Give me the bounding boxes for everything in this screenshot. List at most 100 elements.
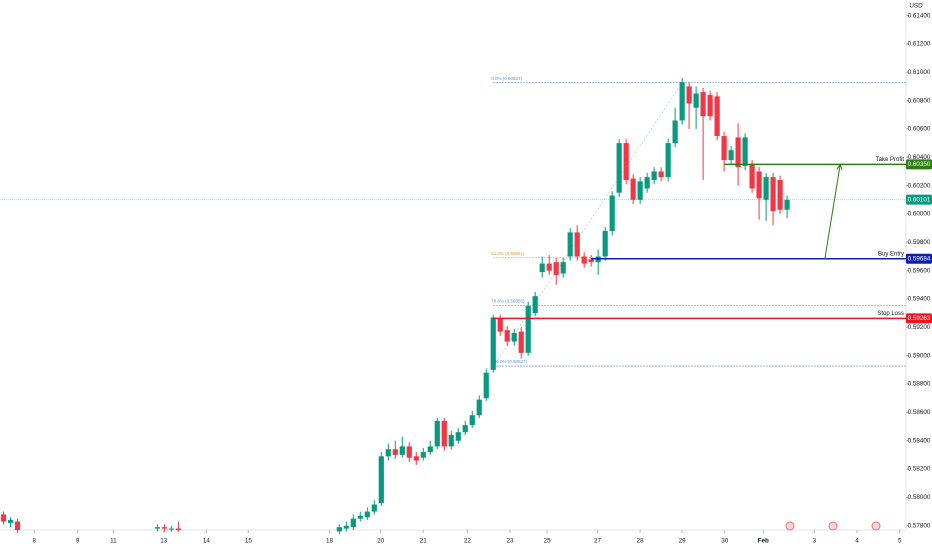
candle-body <box>385 449 391 457</box>
y-tick-label: 0.60400 <box>908 154 931 161</box>
current-price-tag <box>906 194 932 205</box>
candle-body <box>434 420 440 447</box>
y-tick-label: 0.58800 <box>908 381 931 388</box>
candle-body <box>154 527 161 529</box>
candle-body <box>343 525 349 529</box>
x-tick-label: 20 <box>377 538 385 545</box>
candle-body <box>14 521 21 530</box>
x-tick-label: 21 <box>420 538 428 545</box>
x-tick-label: 15 <box>245 538 253 545</box>
candle-body <box>553 262 559 275</box>
level-tag-label: 0.59684 <box>908 255 931 262</box>
trade-arrow-head <box>836 163 843 171</box>
candle-body <box>735 137 741 168</box>
candle-body <box>728 150 734 161</box>
candle-body <box>672 120 678 144</box>
event-icons <box>785 521 881 531</box>
candle-body <box>777 179 783 210</box>
level-tag <box>906 159 932 170</box>
candle-body <box>175 528 182 530</box>
candle-body <box>693 93 699 108</box>
candle-body <box>574 232 580 257</box>
candle-body <box>497 318 503 332</box>
candle-body <box>462 425 468 433</box>
candle-body <box>658 171 664 178</box>
candle-body <box>357 515 363 519</box>
candle-body <box>525 306 531 353</box>
fib-label: 78.6% (0.59355) <box>491 299 525 304</box>
level-name: Take Profit <box>876 157 905 163</box>
x-tick-label: 11 <box>110 538 117 545</box>
candle-body <box>378 456 384 504</box>
y-tick-label: 0.59000 <box>908 352 931 359</box>
candle-body <box>7 520 14 523</box>
candle-body <box>455 432 461 441</box>
y-tick-label: 0.59600 <box>908 267 931 274</box>
trade-arrow <box>824 164 841 259</box>
candle-body <box>413 456 419 461</box>
x-tick-label: 9 <box>76 538 80 545</box>
candle-body <box>392 449 398 455</box>
y-tick-label: 0.60600 <box>908 126 931 133</box>
candle-body <box>448 435 454 447</box>
candle-body <box>336 527 342 532</box>
x-tick-label: 22 <box>464 538 472 545</box>
candle-body <box>700 92 706 117</box>
candle-body <box>602 230 608 257</box>
candles <box>0 77 790 535</box>
y-tick-label: 0.59800 <box>908 239 931 246</box>
y-tick-label: 0.60200 <box>908 182 931 189</box>
x-tick-label: 13 <box>160 538 168 545</box>
candle-body <box>399 446 405 455</box>
candle-body <box>679 82 685 121</box>
candle-body <box>427 446 433 453</box>
candle-body <box>532 296 538 314</box>
candle-body <box>749 164 755 189</box>
x-tick-label: 3 <box>813 538 817 545</box>
level-name: Buy Entry <box>878 251 904 257</box>
candle-body <box>364 511 370 518</box>
candle-body <box>371 504 377 512</box>
event-icon[interactable] <box>871 521 881 531</box>
level-tag <box>906 253 932 264</box>
candle-body <box>406 446 412 458</box>
candle-body <box>567 232 573 257</box>
candle-body <box>637 181 643 200</box>
candle-body <box>469 415 475 426</box>
candle-body <box>476 399 482 416</box>
candle-body <box>441 420 447 447</box>
candle-body <box>350 518 356 528</box>
candle-body <box>161 527 168 529</box>
candle-body <box>616 143 622 193</box>
x-tick-label: 28 <box>637 538 645 545</box>
candle-body <box>490 317 496 370</box>
event-icon[interactable] <box>785 521 795 531</box>
candle-body <box>518 331 524 353</box>
y-tick-label: 0.57800 <box>908 522 931 529</box>
candle-body <box>0 514 7 522</box>
y-tick-label: 0.59200 <box>908 324 931 331</box>
y-tick-label: 0.61400 <box>908 12 931 19</box>
current-price-label: 0.60101 <box>908 196 931 203</box>
x-tick-label: 5 <box>898 538 902 545</box>
candle-body <box>630 178 636 200</box>
y-tick-label: 0.58600 <box>908 409 931 416</box>
candle-body <box>511 333 517 342</box>
candle-body <box>504 330 510 342</box>
fib-label: 100.0% (0.58927) <box>491 359 527 364</box>
currency-label: USD <box>909 3 923 10</box>
y-tick-label: 0.58200 <box>908 466 931 473</box>
y-tick-label: 0.60800 <box>908 97 931 104</box>
candle-body <box>483 372 489 399</box>
candle-body <box>770 177 776 212</box>
x-tick-label: 30 <box>721 538 729 545</box>
x-tick-label: 25 <box>544 538 552 545</box>
candle-body <box>707 94 713 117</box>
event-icon[interactable] <box>828 521 838 531</box>
x-tick-label: 4 <box>855 538 859 545</box>
y-tick-label: 0.58000 <box>908 494 931 501</box>
candle-body <box>721 136 727 161</box>
level-tag <box>906 313 932 324</box>
